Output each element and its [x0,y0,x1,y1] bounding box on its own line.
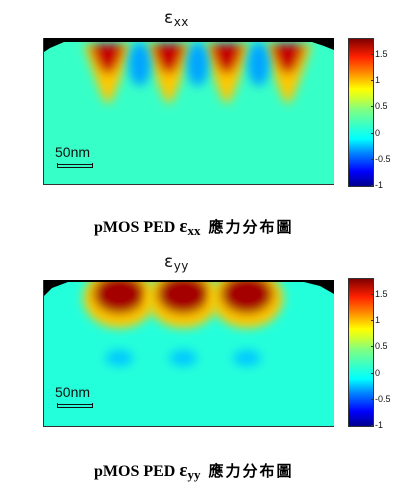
caption-suffix: 應力分布圖 [208,462,294,480]
heatmap-exx-svg [44,38,334,184]
tensile-strain-spot [211,280,283,328]
caption-suffix: 應力分布圖 [208,218,294,236]
scale-bar-line [57,163,93,168]
tensile-strain-spot [202,44,251,104]
scale-bar-label: 50nm [55,144,91,160]
colorbar-exx [348,38,374,187]
title-symbol: ε [164,8,174,28]
map-title-exx: εxx [164,8,189,29]
colorbar-tick-label: 1 [370,315,381,325]
colorbar-tick-label: 1 [370,75,381,85]
map-title-eyy: εyy [164,252,189,273]
colorbar-eyy [348,278,374,427]
title-subscript: xx [173,15,189,29]
compressive-strain-spot [186,42,209,86]
caption-subscript: yy [187,467,201,482]
strain-map-panel-exx: εxx 50nm 1.5 1 0.5 0 -0.5 -1 pMOS PED εxx 應力分… [43,8,391,239]
tensile-strain-spot [83,280,156,328]
strain-map-panel-eyy: εyy 50nm 1.5 1 0.5 0 -0.5 -1 pMOS PED εyy 應力分… [0,250,420,498]
caption-symbol: ε [179,216,188,237]
title-subscript: yy [173,259,189,273]
colorbar-tick-label: 0 [370,367,381,378]
scale-bar-label: 50nm [55,384,91,400]
colorbar-tick-label: 1.5 [371,288,388,299]
colorbar-tick-label: 1.5 [371,48,388,59]
compressive-strain-spot [233,350,261,366]
title-symbol: ε [164,252,174,272]
colorbar-tick-label: -0.5 [371,153,391,164]
tensile-strain-spot [83,44,132,104]
colorbar-tick-label: -1 [370,180,384,190]
colorbar-tick-label: -0.5 [371,393,391,404]
scale-bar-eyy: 50nm [55,384,93,408]
caption-subscript: xx [187,223,201,238]
caption-eyy: pMOS PED εyy 應力分布圖 [94,460,293,483]
compressive-strain-spot [128,42,151,86]
tensile-strain-spot [147,280,220,328]
heatmap-exx [43,38,334,185]
colorbar-tick-label: 0 [370,127,381,138]
caption-symbol: ε [179,460,188,481]
colorbar-tick-label: 0.5 [371,341,388,352]
tensile-strain-spot [263,44,312,104]
caption-prefix: pMOS PED [94,463,180,480]
compressive-strain-spot [247,42,270,86]
gate-region [44,280,334,296]
compressive-strain-spot [169,350,198,366]
scale-bar-exx: 50nm [55,144,93,168]
caption-prefix: pMOS PED [94,219,180,236]
gate-region [44,38,334,52]
colorbar-tick-label: 0.5 [371,101,388,112]
scale-bar-line [57,403,93,408]
compressive-strain-spot [105,350,134,366]
caption-exx: pMOS PED εxx 應力分布圖 [94,216,293,239]
tensile-strain-spot [144,44,193,104]
heatmap-eyy-svg [44,280,334,426]
heatmap-eyy [43,280,334,427]
colorbar-tick-label: -1 [370,420,384,430]
